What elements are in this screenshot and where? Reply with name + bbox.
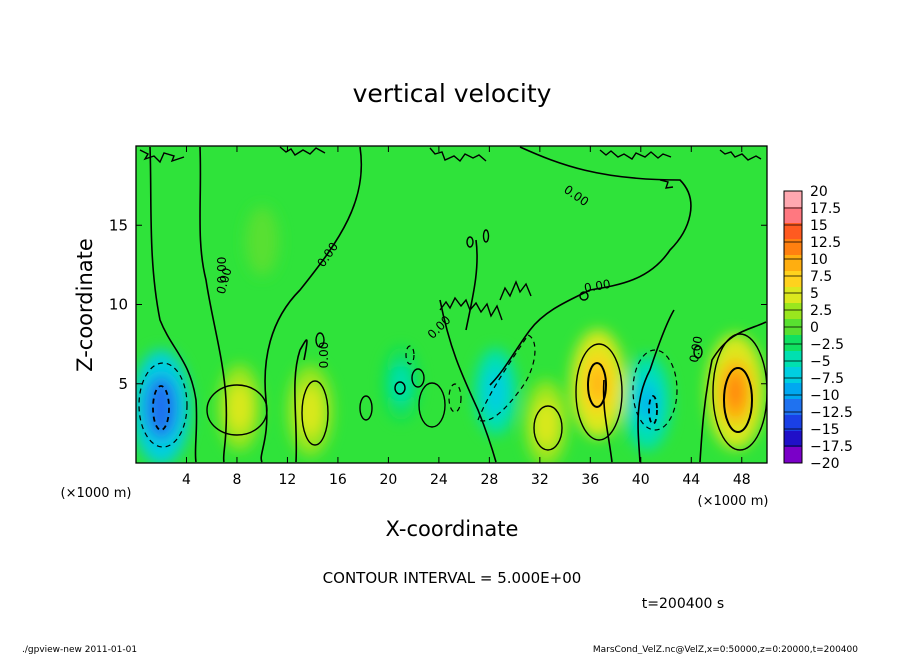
x-tick-label: 44 <box>682 472 700 488</box>
chart-title: vertical velocity <box>353 79 552 108</box>
y-tick-label: 5 <box>118 375 128 393</box>
zero-contours <box>149 146 767 463</box>
colorbar-label: −5 <box>810 354 831 370</box>
contour-label: 0.00 <box>583 277 612 295</box>
contour-interval-text: CONTOUR INTERVAL = 5.000E+00 <box>323 569 582 587</box>
colorbar-label: 10 <box>810 252 828 268</box>
feature-core-3 <box>396 372 406 395</box>
feature-core-4 <box>490 378 501 405</box>
colorbar-segment <box>784 351 802 367</box>
colorbar: 2017.51512.5107.552.50−2.5−5−7.5−10−12.5… <box>783 184 853 472</box>
x-tick-label: 16 <box>329 472 347 488</box>
colorbar-segment <box>784 399 802 415</box>
x-axis-ticks: 4 8 12 16 20 24 28 32 36 40 44 48 <box>182 146 751 488</box>
colorbar-label: 15 <box>810 218 828 234</box>
x-units-label-right: (×1000 m) <box>698 494 769 509</box>
field-features <box>136 206 765 463</box>
feature-core-8 <box>728 374 743 409</box>
colorbar-segment <box>784 383 802 399</box>
colorbar-segment <box>784 287 802 303</box>
x-tick-label: 40 <box>632 472 650 488</box>
colorbar-segment <box>784 239 802 255</box>
feature-core-0 <box>153 390 169 425</box>
colorbar-label: −7.5 <box>810 371 844 387</box>
colorbar-segment <box>784 431 802 447</box>
colorbar-label: −15 <box>810 422 840 438</box>
feature-core-7 <box>641 388 654 418</box>
x-tick-label: 48 <box>733 472 751 488</box>
colorbar-label: −17.5 <box>810 439 853 455</box>
colorbar-label: −10 <box>810 388 840 404</box>
colorbar-label: 17.5 <box>810 201 841 217</box>
colorbar-segment <box>784 207 802 223</box>
x-tick-label: 12 <box>279 472 297 488</box>
positive-contours <box>206 333 767 451</box>
colorbar-label: 7.5 <box>810 269 832 285</box>
colorbar-segment <box>784 223 802 239</box>
colorbar-label: 0 <box>810 320 819 336</box>
colorbar-label: −20 <box>810 456 840 472</box>
time-text: t=200400 s <box>642 596 724 612</box>
y-axis-label: Z-coordinate <box>73 238 97 372</box>
footer-right: MarsCond_VelZ.nc@VelZ,x=0:50000,z=0:2000… <box>593 645 858 654</box>
x-tick-label: 8 <box>232 472 241 488</box>
footer-left: ./gpview-new 2011-01-01 <box>22 645 137 654</box>
feature-core-9 <box>258 230 267 252</box>
colorbar-segment <box>784 367 802 383</box>
contour-label: 0.00 <box>317 342 331 369</box>
feature-core-6 <box>591 367 605 401</box>
x-tick-label: 4 <box>182 472 191 488</box>
colorbar-label: 12.5 <box>810 235 841 251</box>
colorbar-segment <box>784 303 802 319</box>
contour-label: 0.00 <box>215 257 229 284</box>
y-axis-ticks: 5 10 15 <box>109 216 767 393</box>
colorbar-segment <box>784 415 802 431</box>
colorbar-segment <box>784 271 802 287</box>
colorbar-label: −2.5 <box>810 337 844 353</box>
x-units-label-left: (×1000 m) <box>61 486 132 501</box>
feature-core-1 <box>234 394 245 421</box>
feature-core-5 <box>540 410 552 437</box>
colorbar-label: 20 <box>810 184 828 200</box>
colorbar-segment <box>784 335 802 351</box>
x-tick-label: 32 <box>531 472 549 488</box>
upper-noise-contours <box>139 146 762 395</box>
x-tick-label: 20 <box>379 472 397 488</box>
x-axis-label: X-coordinate <box>386 517 519 541</box>
y-tick-label: 15 <box>109 216 128 234</box>
plot-area: 0.000.000.000.000.000.000.000.00 <box>136 146 767 463</box>
x-tick-label: 28 <box>480 472 498 488</box>
colorbar-label: 5 <box>810 286 819 302</box>
x-tick-label: 36 <box>581 472 599 488</box>
negative-contours <box>138 334 678 448</box>
contour-label: 0.00 <box>687 335 705 364</box>
colorbar-label: −12.5 <box>810 405 853 421</box>
colorbar-segment <box>784 255 802 271</box>
colorbar-label: 2.5 <box>810 303 832 319</box>
y-tick-label: 10 <box>109 296 128 314</box>
x-tick-label: 24 <box>430 472 448 488</box>
colorbar-segment <box>784 191 802 207</box>
feature-core-2 <box>304 397 316 425</box>
colorbar-segment <box>784 447 802 463</box>
